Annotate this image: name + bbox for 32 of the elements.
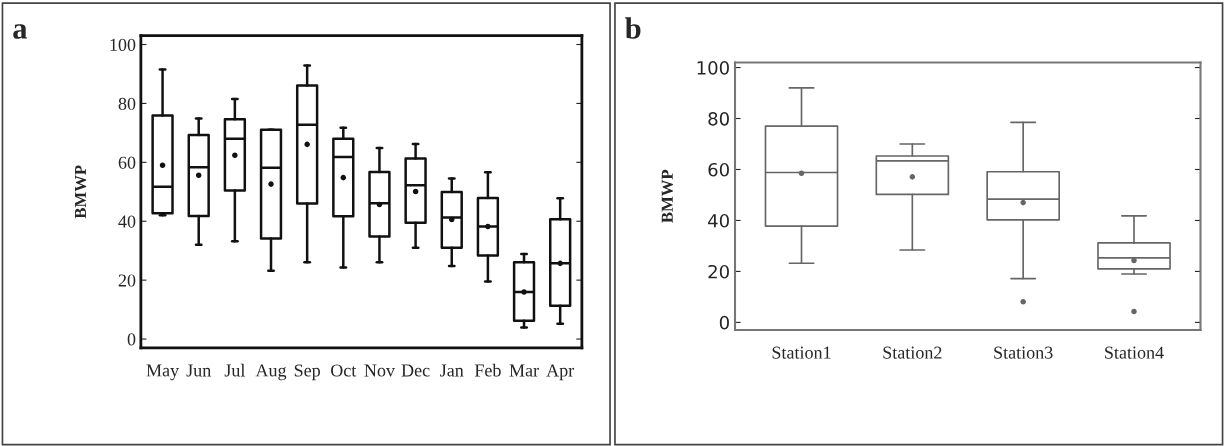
y-tick-label: 60	[118, 156, 136, 169]
x-tick-label: Sep	[294, 364, 320, 381]
x-tick-label: Station4	[1105, 346, 1164, 359]
y-tick-label: 80	[708, 111, 729, 126]
y-tick-label: 100	[697, 61, 729, 75]
chart-title: a	[13, 24, 28, 39]
x-tick-label: Station2	[883, 346, 942, 359]
x-tick-label: Feb	[474, 363, 501, 377]
y-tick-label: 100	[110, 38, 136, 51]
y-tick-label: 80	[118, 97, 136, 110]
y-tick-label: 20	[708, 264, 729, 279]
y-tick-label: 60	[708, 162, 729, 177]
y-axis-title: BMWP	[75, 165, 87, 219]
x-tick-label: Station3	[994, 346, 1053, 359]
x-tick-label: Jan	[440, 364, 464, 377]
y-tick-label: 0	[127, 333, 136, 346]
y-tick-label: 40	[118, 215, 136, 228]
x-tick-label: Aug	[255, 364, 287, 381]
x-tick-label: May	[146, 364, 180, 381]
y-axis-title: BMWP	[661, 169, 673, 223]
x-tick-label: Oct	[331, 364, 357, 377]
x-tick-label: Station1	[772, 346, 831, 359]
x-tick-label: Mar	[509, 364, 539, 377]
y-tick-label: 0	[719, 315, 729, 330]
chart-title: b	[625, 17, 641, 39]
x-tick-label: Jul	[224, 363, 246, 377]
x-tick-label: Dec	[401, 364, 430, 377]
y-tick-label: 40	[708, 213, 729, 228]
y-tick-label: 20	[118, 274, 136, 287]
x-tick-label: Nov	[364, 364, 395, 377]
x-tick-label: Jun	[186, 364, 211, 377]
x-tick-label: Apr	[546, 364, 575, 381]
